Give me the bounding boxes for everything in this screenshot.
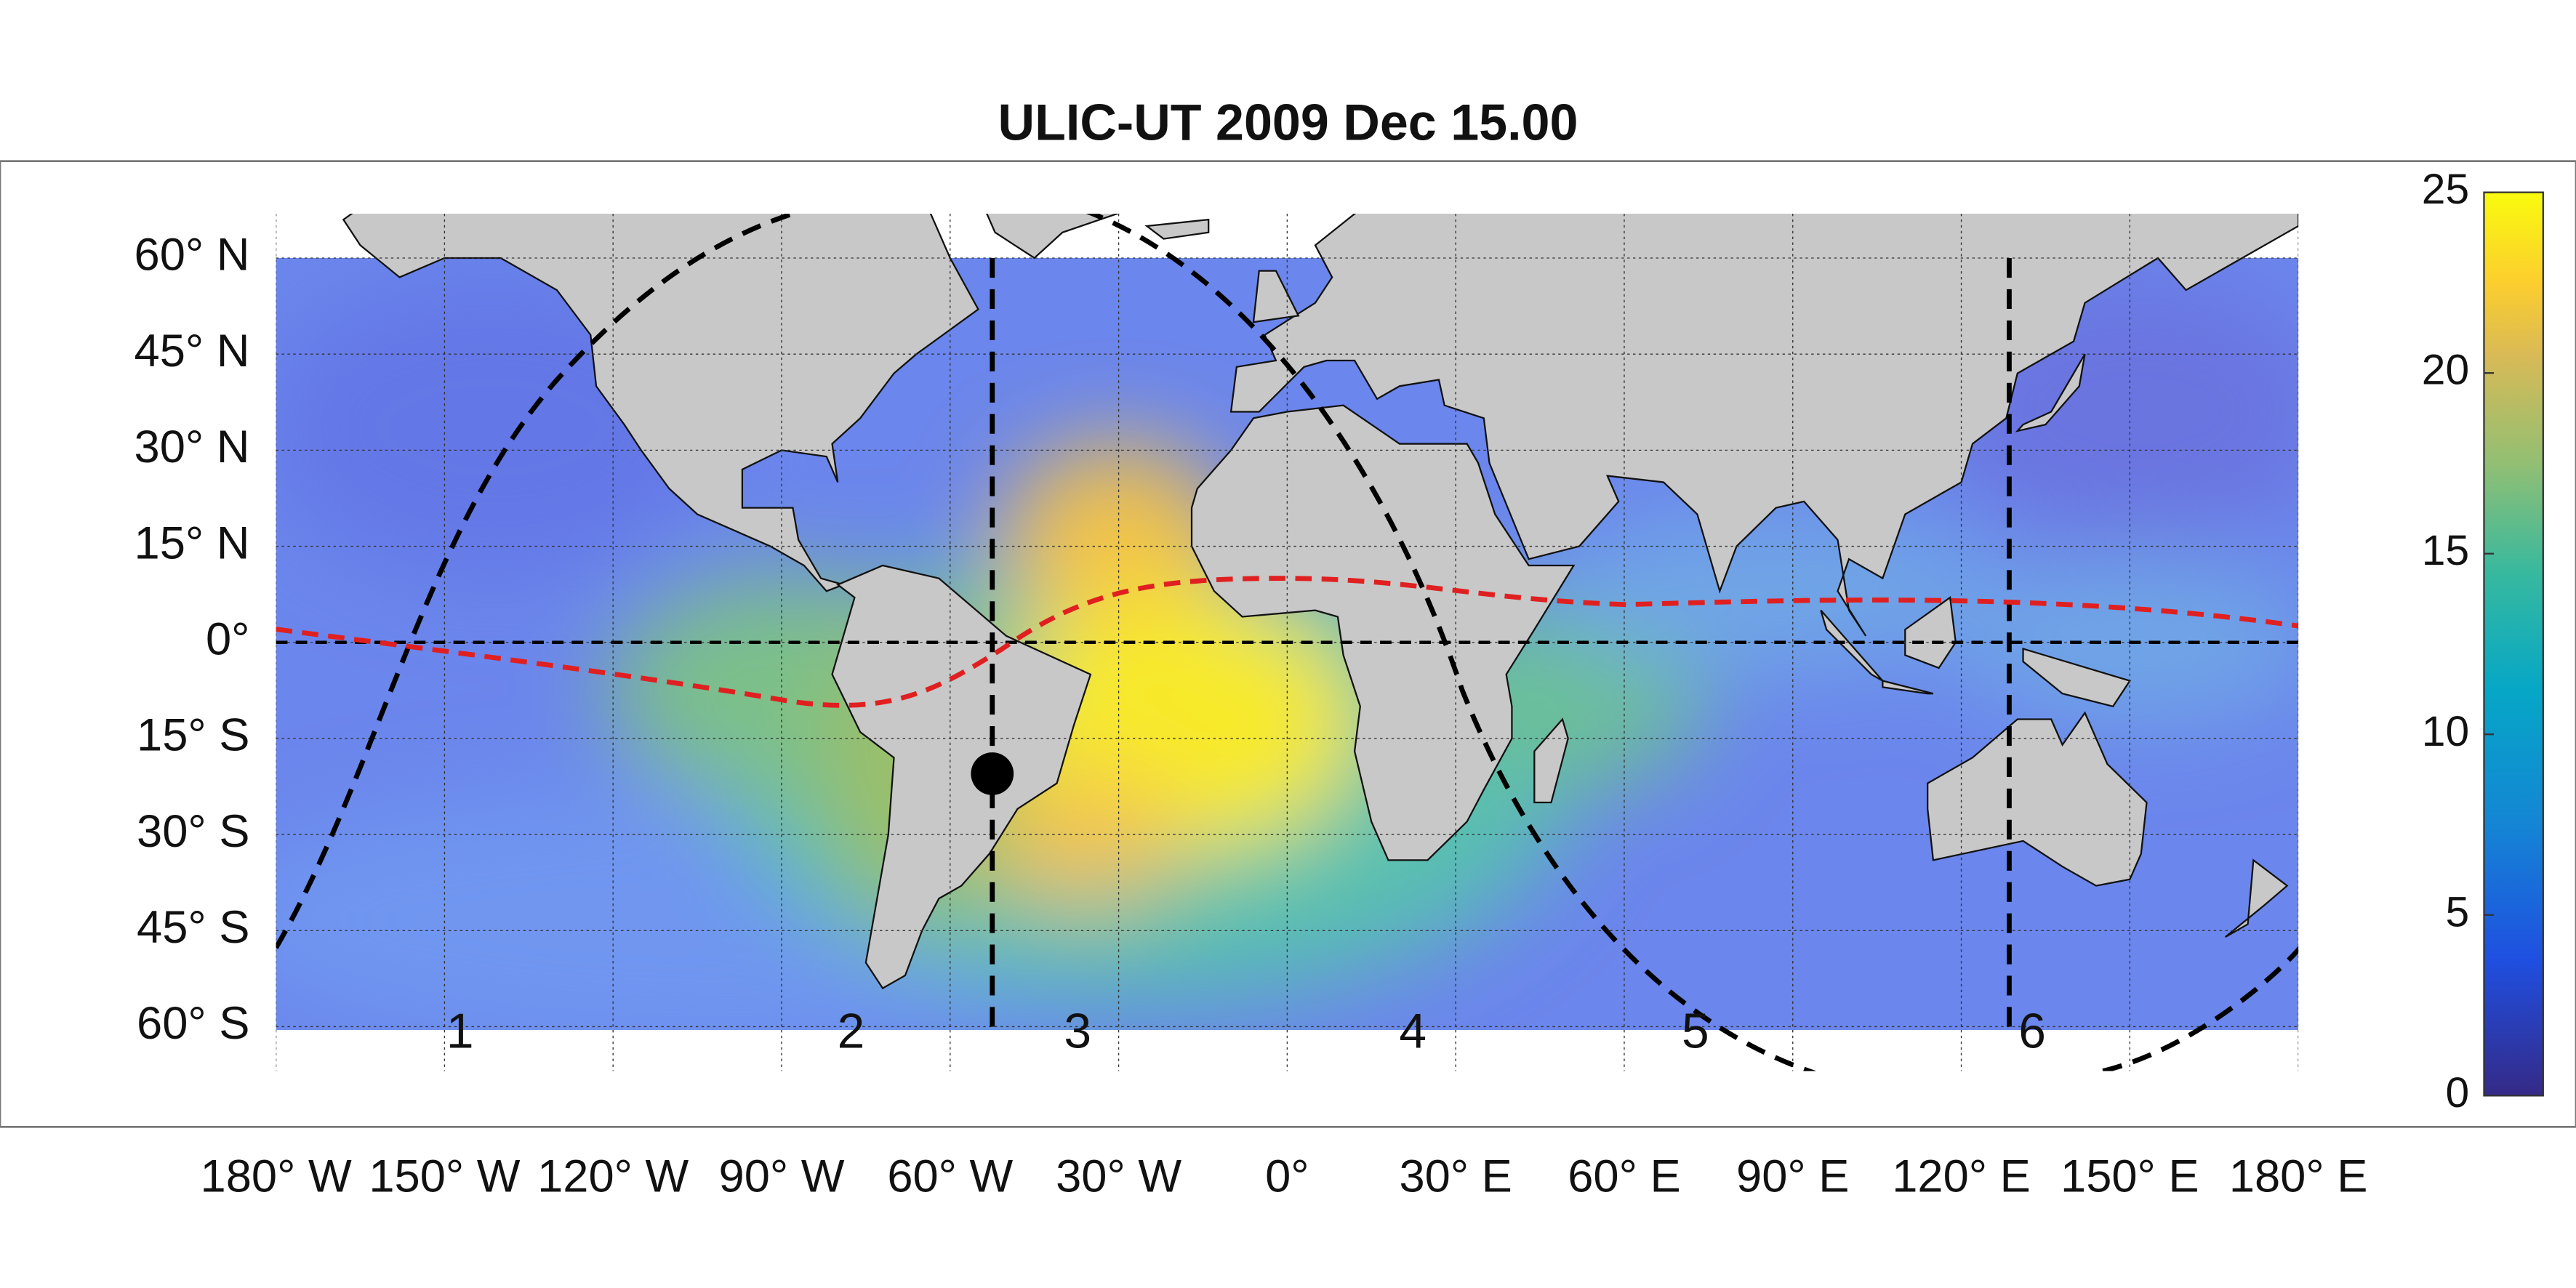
landmass [1904,596,1957,669]
map-area [276,213,2299,1071]
lon-tick-label: 120° W [537,1151,689,1202]
lat-tick-label: 0° [206,613,249,664]
lat-tick-label: 45° N [135,326,250,377]
region-label: 3 [1064,1005,1091,1059]
landmass [2022,648,2132,708]
lon-tick-label: 60° W [887,1151,1013,1202]
lon-tick-label: 90° E [1736,1151,1849,1202]
colorbar-tick-label: 10 [2422,708,2469,755]
terminator-line [1086,213,1817,1071]
region-label: 4 [1399,1005,1427,1059]
lat-tick-label: 15° S [137,710,249,761]
landmass [2015,353,2086,432]
magnetic-equator [276,576,2299,708]
region-label: 6 [2018,1005,2046,1059]
colorbar [2483,191,2544,1097]
lat-tick-label: 45° S [137,902,249,953]
lon-tick-label: 180° W [201,1151,352,1202]
colorbar-tick-label: 0 [2445,1069,2469,1116]
lon-tick-label: 150° W [369,1151,520,1202]
colorbar-tick-label: 20 [2422,347,2469,394]
region-label: 5 [1682,1005,1709,1059]
landmass [2224,858,2289,938]
lon-tick-label: 0° [1265,1151,1309,1202]
terminator-line [2102,946,2299,1071]
colorbar-tick-label: 25 [2422,166,2469,213]
colorbar-tick-label: 5 [2445,888,2469,935]
landmass [1252,270,1300,323]
landmass [1533,717,1569,804]
lon-tick-label: 180° E [2229,1151,2368,1202]
landmass [1820,609,1884,682]
landmass [342,213,979,592]
land [342,213,2299,990]
region-label: 2 [838,1005,865,1059]
lon-tick-label: 120° E [1892,1151,2031,1202]
lon-tick-label: 60° E [1568,1151,1680,1202]
region-label: 1 [446,1005,474,1059]
lat-tick-label: 30° S [137,806,249,857]
terminator-line [276,213,801,949]
lon-tick-label: 30° W [1056,1151,1181,1202]
lon-tick-label: 90° W [719,1151,845,1202]
colorbar-tick-label: 15 [2422,527,2469,574]
lon-tick-label: 30° E [1399,1151,1512,1202]
landmass [986,213,1120,259]
graticule [276,213,2299,1071]
lat-tick-label: 60° N [135,230,250,281]
lat-tick-label: 15° N [135,518,250,568]
lat-tick-label: 60° S [137,998,249,1049]
axis-labels: 60° N45° N30° N15° N0°15° S30° S45° S60°… [135,230,2368,1202]
lon-tick-label: 150° E [2061,1151,2199,1202]
station-marker [971,752,1014,795]
landmass [1882,680,1934,695]
lat-tick-label: 30° N [135,422,250,472]
map-title: ULIC-UT 2009 Dec 15.00 [998,94,1578,151]
landmass [1927,711,2148,887]
landmass [1144,218,1210,240]
